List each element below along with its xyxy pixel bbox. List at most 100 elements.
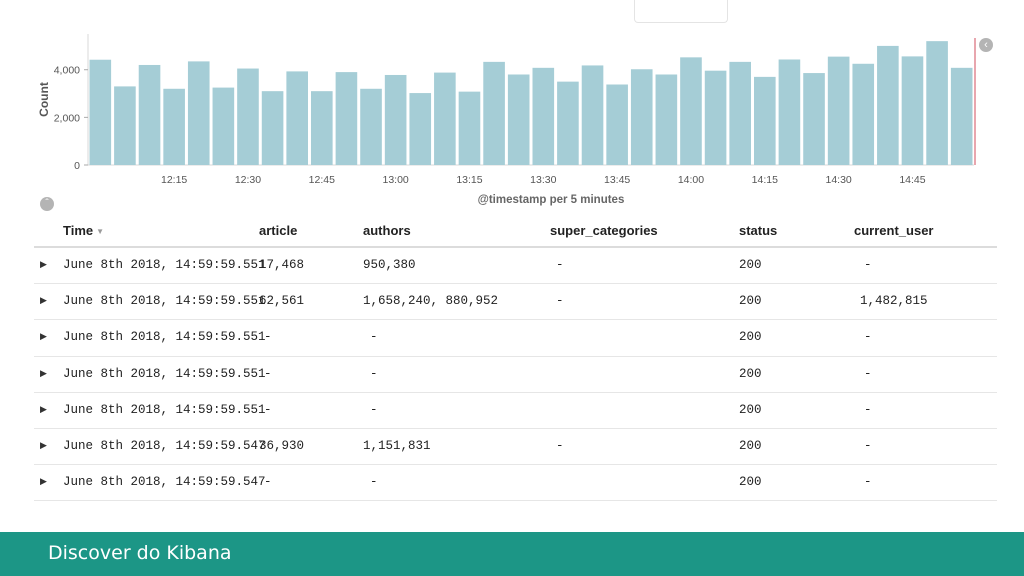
table-cell-status: 200 (739, 258, 762, 272)
table-cell-time: June 8th 2018, 14:59:59.551 (63, 258, 266, 272)
histogram-bar (557, 81, 579, 165)
histogram-bar (606, 84, 628, 165)
x-tick-label: 14:30 (825, 174, 851, 186)
caret-right-icon[interactable]: ▶ (40, 331, 47, 342)
table-row[interactable]: ▶ June 8th 2018, 14:59:59.551- -200- (34, 320, 997, 357)
histogram-bar (877, 45, 899, 166)
table-cell-super-categories: - (556, 258, 564, 272)
histogram-bar (409, 93, 432, 165)
table-cell-time: June 8th 2018, 14:59:59.551 (63, 402, 266, 417)
table-row[interactable]: ▶ June 8th 2018, 14:59:59.547 36,930 1,151,… (34, 429, 997, 466)
table-cell-article: - (264, 366, 272, 381)
table-body: ▶ June 8th 2018, 14:59:59.551 17,468 950,38… (34, 248, 997, 502)
histogram-bar (852, 63, 875, 165)
histogram-bar (803, 73, 825, 165)
histogram-bar (754, 76, 776, 165)
y-tick-label: 0 (74, 160, 80, 172)
caret-right-icon[interactable]: ▶ (40, 367, 47, 378)
table-cell-article: - (264, 402, 272, 417)
x-tick-label: 13:00 (382, 174, 408, 186)
histogram-bar (581, 65, 604, 165)
table-cell-authors: 1,151,831 (363, 438, 431, 453)
footer-title: Discover do Kibana (48, 542, 232, 564)
caret-right-icon[interactable]: ▶ (40, 476, 47, 487)
table-cell-time: June 8th 2018, 14:59:59.551 (63, 294, 266, 309)
histogram-bar (286, 71, 308, 165)
histogram-bar (360, 88, 382, 165)
x-tick-label: 14:00 (678, 174, 704, 186)
column-header-authors[interactable]: authors (363, 223, 411, 238)
table-row[interactable]: ▶ June 8th 2018, 14:59:59.547- -200- (34, 465, 997, 502)
table-cell-authors: 950,380 (363, 258, 416, 272)
x-tick-label: 14:45 (899, 174, 925, 186)
table-row[interactable]: ▶ June 8th 2018, 14:59:59.551 17,468 950,38… (34, 248, 997, 285)
table-cell-super-categories: - (556, 438, 564, 453)
x-tick-label: 12:15 (161, 174, 187, 186)
table-row[interactable]: ▶ June 8th 2018, 14:59:59.551- -200- (34, 357, 997, 393)
caret-right-icon[interactable]: ▶ (40, 295, 47, 306)
histogram-bar (261, 91, 284, 165)
table-cell-status: 200 (739, 366, 762, 381)
column-header-article[interactable]: article (259, 223, 298, 238)
table-cell-authors: 1,658,240, 880,952 (363, 294, 499, 309)
caret-right-icon[interactable]: ▶ (40, 439, 47, 450)
table-cell-article: 62,561 (259, 294, 305, 309)
sort-down-icon[interactable]: ▼ (96, 227, 105, 236)
column-header-current-user[interactable]: current_user (854, 223, 934, 238)
table-cell-article: 17,468 (259, 258, 305, 272)
x-axis-label: @timestamp per 5 minutes (478, 194, 625, 206)
table-cell-current-user: - (864, 330, 872, 345)
table-cell-status: 200 (739, 475, 762, 490)
column-header-status[interactable]: status (739, 223, 778, 238)
table-cell-current-user: - (864, 258, 872, 272)
x-tick-label: 12:30 (235, 174, 261, 186)
table-cell-authors: - (370, 475, 378, 490)
table-cell-article: 36,930 (259, 438, 305, 453)
column-header-time[interactable]: Time ▼ (63, 223, 104, 238)
chevron-left-icon[interactable]: ‹ (979, 38, 993, 52)
table-header: Time ▼ article authors super_categories s… (34, 214, 997, 248)
histogram-bar (704, 70, 727, 165)
histogram-bar (89, 59, 112, 166)
table-cell-status: 200 (739, 330, 762, 345)
y-tick-label: 2,000 (54, 112, 80, 124)
table-cell-super-categories: - (556, 294, 564, 309)
table-row[interactable]: ▶ June 8th 2018, 14:59:59.551 62,561 1,658,… (34, 284, 997, 321)
histogram-bar (163, 88, 185, 165)
x-tick-label: 13:15 (456, 174, 482, 186)
column-header-label: Time (63, 223, 94, 238)
caret-right-icon[interactable]: ▶ (40, 403, 47, 414)
table-cell-current-user: - (864, 366, 872, 381)
top-panel-edge (634, 0, 728, 23)
histogram-bar (901, 56, 924, 165)
histogram-bar (114, 86, 136, 165)
table-cell-article: - (264, 475, 272, 490)
histogram-bar (187, 61, 210, 165)
column-header-super-categories[interactable]: super_categories (550, 223, 658, 238)
caret-right-icon[interactable]: ▶ (40, 259, 47, 269)
x-tick-label: 13:30 (530, 174, 556, 186)
histogram-bar (212, 87, 235, 165)
histogram-bar (729, 61, 751, 165)
document-table: Time ▼ article authors super_categories s… (34, 214, 997, 502)
table-row[interactable]: ▶ June 8th 2018, 14:59:59.551- -200- (34, 393, 997, 429)
table-cell-current-user: 1,482,815 (860, 294, 928, 309)
footer-bar: Discover do Kibana (0, 532, 1024, 576)
histogram-bar (237, 68, 259, 165)
table-cell-authors: - (370, 330, 378, 345)
histogram-bar (138, 64, 161, 165)
table-cell-current-user: - (864, 402, 872, 417)
histogram-bar (335, 72, 358, 165)
chevron-up-icon[interactable]: ˆ (40, 197, 54, 211)
histogram-bar (311, 91, 333, 165)
histogram-bar (384, 74, 407, 165)
table-cell-authors: - (370, 402, 378, 417)
x-tick-label: 12:45 (309, 174, 335, 186)
table-cell-time: June 8th 2018, 14:59:59.547 (63, 475, 266, 490)
table-cell-time: June 8th 2018, 14:59:59.551 (63, 366, 266, 381)
histogram-bar (458, 91, 481, 165)
table-cell-time: June 8th 2018, 14:59:59.551 (63, 330, 266, 345)
histogram-bar (950, 67, 973, 165)
table-cell-status: 200 (739, 438, 762, 453)
